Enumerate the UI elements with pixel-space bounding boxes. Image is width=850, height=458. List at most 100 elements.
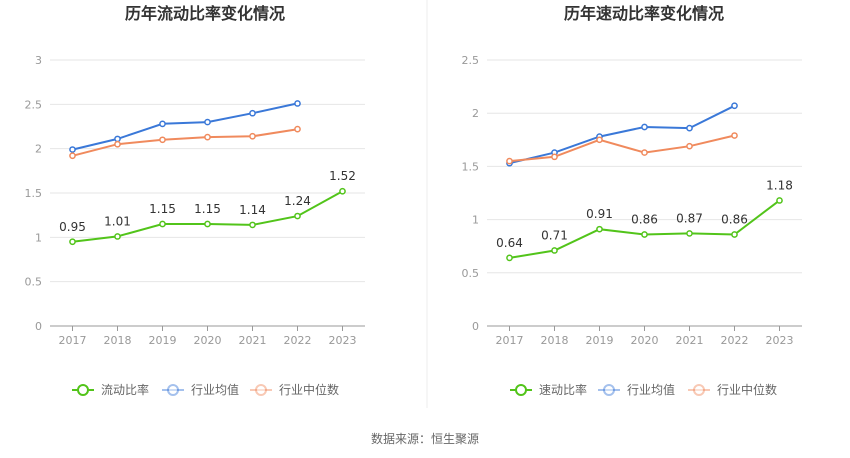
data-point	[204, 133, 211, 141]
data-source-note: 数据来源：恒生聚源	[371, 431, 479, 446]
data-label: 1.15	[194, 202, 221, 216]
data-point	[686, 124, 693, 132]
data-point	[506, 157, 513, 165]
data-point	[686, 142, 693, 150]
x-tick-label: 2020	[631, 334, 659, 347]
legend-marker	[167, 384, 179, 396]
x-tick-label: 2019	[586, 334, 614, 347]
x-tick-label: 2023	[766, 334, 794, 347]
legend-marker	[693, 384, 705, 396]
data-point	[641, 149, 648, 156]
x-tick-label: 2022	[721, 334, 749, 347]
chart-title: 历年速动比率变化情况	[564, 4, 724, 23]
data-label: 1.15	[149, 202, 176, 216]
y-tick-label: 2	[35, 143, 42, 156]
y-tick-label: 0.5	[25, 276, 43, 289]
y-tick-label: 1	[35, 231, 42, 244]
x-tick-label: 2021	[676, 334, 704, 347]
series-line	[72, 102, 298, 151]
legend-label: 行业中位数	[717, 382, 777, 397]
x-tick-label: 2018	[104, 334, 132, 347]
data-point	[249, 109, 256, 117]
x-tick-label: 2023	[329, 334, 357, 347]
data-point	[731, 132, 738, 139]
series-line	[72, 128, 298, 157]
data-point	[551, 247, 558, 254]
legend-item: 行业中位数	[688, 382, 777, 397]
data-point	[204, 220, 211, 228]
data-label: 1.18	[766, 178, 793, 192]
data-point	[159, 136, 166, 144]
series-line	[509, 104, 735, 165]
legend-item: 行业中位数	[250, 382, 339, 397]
data-point	[596, 225, 603, 233]
data-point	[294, 100, 301, 107]
data-label: 0.87	[676, 211, 703, 225]
data-point	[204, 118, 211, 126]
data-label: 0.86	[631, 212, 658, 226]
data-point	[69, 238, 76, 246]
data-point	[114, 233, 121, 240]
legend-item: 行业均值	[598, 382, 675, 397]
x-tick-label: 2018	[541, 334, 569, 347]
y-tick-label: 1.5	[25, 187, 43, 200]
y-tick-label: 2.5	[462, 54, 480, 67]
legend-marker	[255, 384, 267, 396]
data-point	[69, 146, 76, 153]
legend-label: 行业均值	[191, 382, 239, 397]
data-point	[596, 136, 603, 144]
data-label: 0.95	[59, 220, 86, 234]
data-point	[776, 197, 783, 204]
data-label: 0.91	[586, 207, 613, 221]
data-point	[114, 135, 121, 143]
legend-label: 行业均值	[627, 382, 675, 397]
legend-item: 流动比率	[72, 382, 149, 397]
y-tick-label: 0	[472, 320, 479, 333]
x-tick-label: 2021	[239, 334, 267, 347]
data-point	[249, 221, 256, 229]
data-point	[641, 123, 648, 131]
legend-marker	[603, 384, 615, 396]
x-tick-label: 2019	[149, 334, 177, 347]
quick-ratio-chart: 历年速动比率变化情况 0 0.5 1 1.5 2 2.5 2017 2018 2019 2020 2…	[462, 4, 802, 397]
y-tick-label: 0	[35, 320, 42, 333]
y-tick-label: 1	[472, 214, 479, 227]
data-point	[69, 152, 76, 160]
x-tick-label: 2017	[59, 334, 87, 347]
data-point	[506, 254, 513, 262]
data-point	[641, 231, 648, 238]
legend-marker	[515, 384, 527, 396]
series-line	[509, 134, 735, 163]
data-point	[159, 120, 166, 128]
legend-label: 流动比率	[101, 382, 149, 397]
chart-title: 历年流动比率变化情况	[125, 4, 285, 23]
legend-label: 速动比率	[539, 382, 587, 397]
x-tick-label: 2017	[496, 334, 524, 347]
legend-marker	[77, 384, 89, 396]
legend-item: 行业均值	[162, 382, 239, 397]
data-label: 1.01	[104, 214, 131, 228]
data-point	[686, 230, 693, 237]
data-label: 1.14	[239, 203, 266, 217]
data-point	[731, 102, 738, 110]
y-tick-label: 3	[35, 54, 42, 67]
data-point	[159, 220, 166, 228]
legend-label: 行业中位数	[279, 382, 339, 397]
y-tick-label: 1.5	[462, 160, 480, 173]
data-point	[294, 125, 301, 133]
data-point	[339, 187, 346, 195]
y-tick-label: 0.5	[462, 267, 480, 280]
data-label: 0.71	[541, 228, 568, 242]
data-label: 0.64	[496, 236, 523, 250]
x-tick-label: 2022	[284, 334, 312, 347]
data-label: 0.86	[721, 212, 748, 226]
data-point	[114, 140, 121, 148]
data-point	[294, 212, 301, 220]
legend-item: 速动比率	[510, 382, 587, 397]
data-point	[731, 231, 738, 238]
data-point	[249, 132, 256, 140]
data-label: 1.24	[284, 194, 311, 208]
x-tick-label: 2020	[194, 334, 222, 347]
